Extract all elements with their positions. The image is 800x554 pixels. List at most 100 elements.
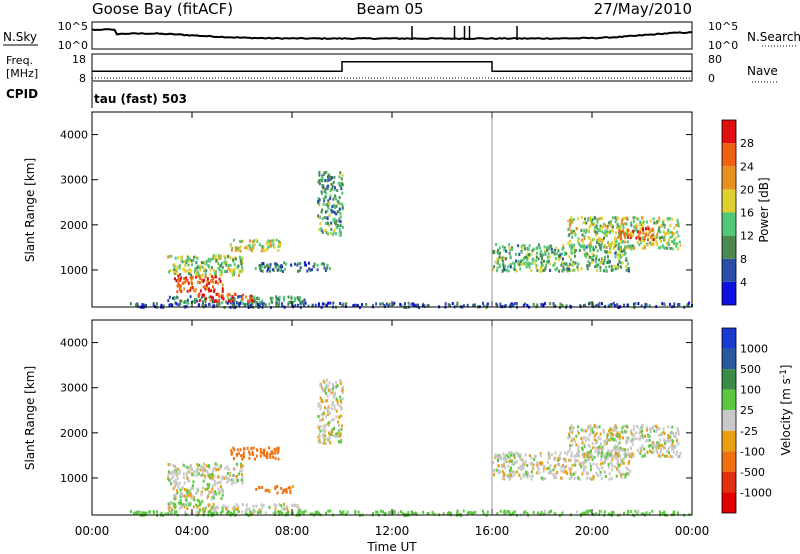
- heatmap-cell: [326, 187, 329, 191]
- heatmap-cell: [332, 230, 335, 234]
- heatmap-cell: [214, 466, 217, 470]
- heatmap-cell: [182, 463, 185, 467]
- heatmap-cell: [527, 248, 530, 251]
- heatmap-cell: [603, 258, 606, 262]
- heatmap-cell: [341, 173, 344, 177]
- heatmap-cell: [509, 473, 512, 477]
- heatmap-cell: [285, 512, 288, 516]
- heatmap-cell: [653, 236, 656, 240]
- heatmap-cell: [659, 438, 662, 442]
- heatmap-cell: [196, 270, 199, 274]
- heatmap-cell: [280, 264, 283, 267]
- heatmap-cell: [200, 274, 203, 278]
- heatmap-cell: [603, 443, 606, 447]
- heatmap-cell: [331, 205, 334, 208]
- heatmap-cell: [201, 295, 204, 299]
- heatmap-cell: [214, 254, 217, 258]
- heatmap-cell: [540, 302, 543, 306]
- heatmap-cell: [627, 472, 630, 476]
- heatmap-cell: [581, 472, 584, 476]
- heatmap-cell: [202, 285, 205, 289]
- heatmap-cell: [574, 461, 577, 465]
- heatmap-cell: [559, 302, 562, 306]
- heatmap-cell: [296, 263, 299, 267]
- heatmap-cell: [387, 512, 390, 516]
- heatmap-cell: [287, 295, 290, 299]
- heatmap-cell: [568, 477, 571, 481]
- heatmap-cell: [228, 472, 231, 476]
- heatmap-cell: [234, 467, 236, 471]
- heatmap-cell: [617, 458, 619, 462]
- heatmap-cell: [519, 267, 522, 271]
- heatmap-cell: [616, 431, 619, 435]
- heatmap-cell: [174, 472, 177, 476]
- heatmap-cell: [172, 470, 175, 474]
- heatmap-cell: [397, 511, 400, 515]
- heatmap-cell: [431, 510, 434, 514]
- heatmap-cell: [583, 237, 586, 241]
- heatmap-cell: [176, 265, 179, 268]
- heatmap-cell: [225, 263, 228, 267]
- heatmap-cell: [264, 511, 267, 515]
- heatmap-cell: [533, 247, 536, 251]
- heatmap-cell: [224, 256, 227, 260]
- heatmap-cell: [669, 235, 672, 239]
- heatmap-cell: [586, 512, 589, 516]
- heatmap-cell: [304, 301, 307, 305]
- heatmap-cell: [626, 452, 629, 456]
- heatmap-cell: [568, 458, 571, 462]
- heatmap-cell: [233, 457, 235, 460]
- heatmap-cell: [660, 432, 663, 436]
- heatmap-cell: [250, 447, 253, 450]
- heatmap-cell: [580, 267, 583, 270]
- heatmap-cell: [234, 474, 237, 478]
- heatmap-cell: [279, 265, 282, 269]
- heatmap-cell: [648, 435, 651, 438]
- heatmap-cell: [582, 467, 585, 471]
- heatmap-cell: [512, 304, 515, 308]
- heatmap-cell: [232, 507, 235, 511]
- heatmap-cell: [518, 263, 521, 267]
- heatmap-cell: [571, 263, 574, 267]
- heatmap-cell: [622, 424, 625, 428]
- heatmap-cell: [215, 280, 218, 284]
- heatmap-cell: [675, 223, 678, 227]
- heatmap-cell: [266, 264, 269, 268]
- cpid-program: tau (fast) 503: [94, 92, 187, 106]
- heatmap-cell: [232, 304, 235, 308]
- heatmap-cell: [550, 453, 553, 457]
- heatmap-cell: [235, 478, 238, 482]
- heatmap-cell: [656, 220, 659, 224]
- x-tick-label: 20:00: [575, 524, 610, 538]
- heatmap-cell: [176, 284, 179, 288]
- heatmap-cell: [334, 393, 336, 397]
- heatmap-cell: [585, 228, 588, 232]
- heatmap-cell: [508, 459, 511, 463]
- heatmap-cell: [186, 298, 189, 302]
- heatmap-cell: [185, 512, 188, 516]
- heatmap-cell: [199, 468, 202, 472]
- heatmap-cell: [221, 261, 223, 265]
- heatmap-cell: [186, 476, 189, 480]
- heatmap-cell: [585, 509, 588, 513]
- heatmap-cell: [271, 239, 274, 243]
- heatmap-cell: [548, 247, 551, 251]
- heatmap-cell: [338, 415, 341, 419]
- heatmap-cell: [592, 462, 595, 466]
- heatmap-cell: [539, 452, 542, 456]
- heatmap-cell: [676, 450, 679, 454]
- heatmap-cell: [632, 439, 635, 443]
- heatmap-cell: [202, 510, 205, 514]
- heatmap-cell: [258, 485, 260, 489]
- heatmap-cell: [177, 279, 180, 283]
- heatmap-cell: [468, 511, 471, 514]
- heatmap-cell: [329, 301, 332, 305]
- heatmap-cell: [583, 436, 586, 440]
- heatmap-cell: [672, 431, 675, 435]
- heatmap-cell: [678, 303, 681, 306]
- heatmap-cell: [324, 434, 327, 438]
- heatmap-cell: [338, 183, 341, 187]
- heatmap-cell: [266, 451, 269, 455]
- heatmap-cell: [496, 266, 499, 270]
- heatmap-cell: [321, 302, 324, 306]
